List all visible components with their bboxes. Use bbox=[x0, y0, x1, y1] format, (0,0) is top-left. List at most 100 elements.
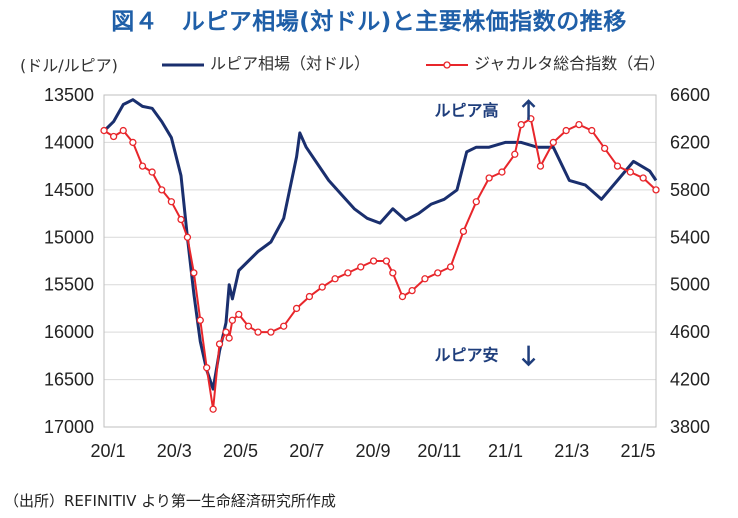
jkse-point bbox=[498, 168, 506, 176]
jkse-point bbox=[389, 269, 397, 277]
jkse-point bbox=[129, 138, 137, 147]
jkse-point bbox=[177, 215, 185, 224]
jkse-point bbox=[446, 263, 455, 271]
jkse-point bbox=[344, 269, 352, 277]
left-axis-ticks: 13500 14000 14500 15000 15500 16000 16500 17000 bbox=[44, 85, 94, 437]
legend-idr: ルピア相場（対ドル） bbox=[160, 50, 370, 74]
jkse-point bbox=[639, 174, 647, 182]
jkse-point bbox=[318, 283, 326, 291]
x-axis-ticks: 20/1 20/3 20/5 20/7 20/9 20/11 21/1 21/3 21/5 bbox=[90, 441, 655, 461]
jkse-point bbox=[138, 162, 147, 170]
jkse-point bbox=[421, 275, 429, 283]
jkse-point bbox=[183, 233, 192, 241]
jkse-point bbox=[209, 405, 217, 413]
jkse-point bbox=[357, 263, 365, 271]
left-tick-label: 13500 bbox=[44, 85, 94, 105]
jkse-point bbox=[158, 186, 166, 194]
arrow-down-icon bbox=[521, 345, 536, 367]
chart-title: 図４ ルピア相場(対ドル)と主要株価指数の推移 bbox=[111, 9, 627, 35]
left-tick-label: 15500 bbox=[44, 275, 94, 295]
source-note: （出所）REFINITIV より第一生命経済研究所作成 bbox=[4, 492, 336, 510]
right-tick-label: 5800 bbox=[670, 180, 710, 200]
jkse-point bbox=[267, 328, 275, 336]
jkse-point bbox=[148, 168, 156, 176]
series-line-jkse bbox=[103, 117, 657, 411]
jkse-point bbox=[254, 328, 262, 336]
right-tick-label: 5400 bbox=[670, 227, 710, 247]
x-tick-label: 20/9 bbox=[355, 441, 390, 461]
jkse-point bbox=[331, 275, 339, 283]
annotation-rupiah-strong: ルピア高 bbox=[435, 101, 499, 120]
x-tick-label: 20/7 bbox=[289, 441, 324, 461]
right-axis-ticks: 6600 6200 5800 5400 5000 4600 4200 3800 bbox=[670, 85, 710, 437]
jkse-point bbox=[459, 227, 468, 236]
jkse-point bbox=[382, 257, 391, 265]
jkse-point bbox=[472, 198, 480, 206]
right-tick-label: 6600 bbox=[670, 85, 710, 105]
annotation-rupiah-weak: ルピア安 bbox=[435, 346, 499, 365]
jkse-point bbox=[601, 144, 609, 153]
left-tick-label: 16000 bbox=[44, 322, 94, 342]
jkse-point bbox=[225, 334, 233, 342]
jkse-point bbox=[222, 328, 230, 336]
legend-idr-label: ルピア相場（対ドル） bbox=[210, 54, 371, 73]
jkse-point bbox=[562, 126, 570, 135]
jkse-point bbox=[485, 174, 493, 182]
jkse-point bbox=[613, 162, 622, 170]
x-tick-label: 21/5 bbox=[620, 441, 655, 461]
jkse-point bbox=[215, 340, 224, 348]
jkse-point bbox=[167, 198, 176, 206]
jkse-point bbox=[235, 310, 243, 319]
jkse-point bbox=[511, 150, 519, 158]
jkse-point bbox=[369, 257, 378, 265]
plot-frame bbox=[103, 94, 657, 428]
left-axis-unit: (ドル/ルピア) bbox=[20, 56, 118, 75]
jkse-point bbox=[100, 126, 108, 135]
right-tick-label: 6200 bbox=[670, 132, 710, 152]
jkse-point bbox=[292, 304, 301, 313]
jkse-point bbox=[575, 120, 583, 129]
jkse-point bbox=[305, 292, 314, 301]
jkse-point bbox=[119, 126, 127, 135]
x-tick-label: 20/5 bbox=[223, 441, 258, 461]
legend-jkse: ジャカルタ総合指数（右） bbox=[424, 50, 665, 74]
right-tick-label: 5000 bbox=[670, 275, 710, 295]
jkse-point bbox=[626, 168, 634, 176]
left-tick-label: 17000 bbox=[44, 417, 94, 437]
left-tick-label: 15000 bbox=[44, 227, 94, 247]
right-tick-label: 3800 bbox=[670, 417, 710, 437]
right-tick-label: 4600 bbox=[670, 322, 710, 342]
legend-jkse-label: ジャカルタ総合指数（右） bbox=[474, 54, 666, 73]
jkse-point bbox=[398, 292, 407, 301]
jkse-point bbox=[228, 316, 237, 324]
jkse-point bbox=[652, 186, 660, 194]
jkse-point bbox=[408, 286, 416, 295]
left-tick-label: 16500 bbox=[44, 370, 94, 390]
x-tick-label: 20/3 bbox=[157, 441, 192, 461]
jkse-point bbox=[190, 269, 198, 277]
arrow-up-icon bbox=[521, 99, 536, 120]
x-tick-label: 20/1 bbox=[90, 441, 125, 461]
legend-idr-line-icon bbox=[162, 63, 204, 66]
jkse-point bbox=[196, 316, 204, 324]
x-tick-label: 21/1 bbox=[488, 441, 523, 461]
jkse-point bbox=[549, 138, 557, 147]
jkse-point bbox=[536, 162, 545, 170]
jkse-point bbox=[588, 126, 596, 135]
jkse-point bbox=[434, 269, 442, 277]
left-tick-label: 14000 bbox=[44, 132, 94, 152]
x-tick-label: 20/11 bbox=[417, 441, 461, 461]
series-group bbox=[100, 98, 660, 413]
jkse-point bbox=[203, 364, 211, 372]
legend-jkse-line-icon bbox=[426, 60, 468, 69]
right-tick-label: 4200 bbox=[670, 370, 710, 390]
series-line-idr bbox=[102, 98, 658, 391]
jkse-point bbox=[280, 322, 288, 330]
left-tick-label: 14500 bbox=[44, 180, 94, 200]
jkse-point bbox=[517, 120, 525, 129]
x-tick-label: 21/3 bbox=[554, 441, 589, 461]
jkse-point bbox=[244, 322, 253, 330]
jkse-point bbox=[109, 132, 118, 141]
